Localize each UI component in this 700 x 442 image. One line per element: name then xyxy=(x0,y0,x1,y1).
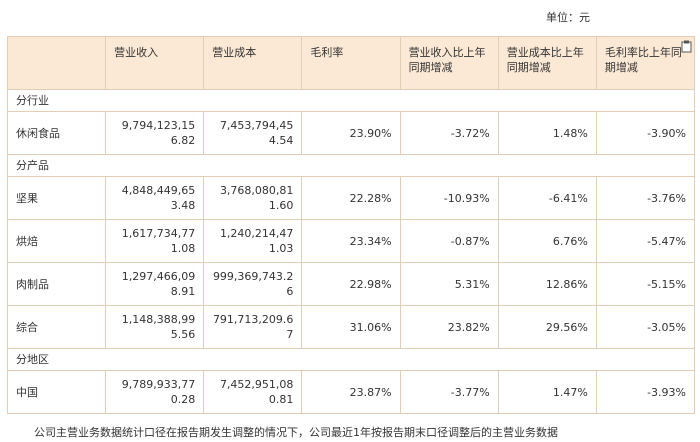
value-cell: -3.05% xyxy=(595,305,696,349)
value-cell: 12.86% xyxy=(497,262,597,306)
section-row: 分产品 xyxy=(7,154,695,177)
value-cell: 1.48% xyxy=(497,111,597,155)
column-header: 毛利率 xyxy=(301,36,401,90)
value-cell: -6.41% xyxy=(497,176,597,220)
value-cell: 1,148,388,995.56 xyxy=(105,305,205,349)
section-label: 分地区 xyxy=(7,348,695,371)
data-table: 营业收入 营业成本 毛利率 营业收入比上年同期增减 营业成本比上年同期增减 毛利率比上年同… xyxy=(6,36,696,414)
value-cell: 1,617,734,771.08 xyxy=(105,219,205,263)
value-cell: 9,789,933,770.28 xyxy=(105,370,205,414)
row-label: 肉制品 xyxy=(6,262,107,306)
row-label: 综合 xyxy=(6,305,107,349)
value-cell: -0.87% xyxy=(399,219,499,263)
section-label: 分行业 xyxy=(7,89,695,112)
value-cell: 29.56% xyxy=(497,305,597,349)
value-cell: 3,768,080,811.60 xyxy=(203,176,303,220)
data-row: 烘焙 1,617,734,771.08 1,240,214,471.03 23.34%… xyxy=(6,219,696,263)
data-row: 中国 9,789,933,770.28 7,452,951,080.81 23.87%… xyxy=(6,370,696,414)
column-header: 营业成本比上年同期增减 xyxy=(497,36,597,90)
value-cell: -3.90% xyxy=(595,111,696,155)
value-cell: 1,240,214,471.03 xyxy=(203,219,303,263)
column-header: 营业收入比上年同期增减 xyxy=(399,36,499,90)
data-row: 休闲食品 9,794,123,156.82 7,453,794,454.54 23.9… xyxy=(6,111,696,155)
column-header: 营业收入 xyxy=(105,36,205,90)
section-row: 分地区 xyxy=(7,348,695,371)
value-cell: 7,453,794,454.54 xyxy=(203,111,303,155)
row-label: 烘焙 xyxy=(6,219,107,263)
value-cell: 4,848,449,653.48 xyxy=(105,176,205,220)
value-cell: -3.76% xyxy=(595,176,696,220)
column-header: 营业成本 xyxy=(203,36,303,90)
value-cell: 23.90% xyxy=(301,111,401,155)
value-cell: 6.76% xyxy=(497,219,597,263)
data-row: 肉制品 1,297,466,098.91 999,369,743.26 22.98% 5… xyxy=(6,262,696,306)
value-cell: 9,794,123,156.82 xyxy=(105,111,205,155)
data-row: 坚果 4,848,449,653.48 3,768,080,811.60 22.28%… xyxy=(6,176,696,220)
value-cell: 23.34% xyxy=(301,219,401,263)
row-label: 休闲食品 xyxy=(6,111,107,155)
value-cell: 23.82% xyxy=(399,305,499,349)
value-cell: 23.87% xyxy=(301,370,401,414)
value-cell: 1.47% xyxy=(497,370,597,414)
row-label: 中国 xyxy=(6,370,107,414)
value-cell: 1,297,466,098.91 xyxy=(105,262,205,306)
section-row: 分行业 xyxy=(7,89,695,112)
value-cell: -3.72% xyxy=(399,111,499,155)
value-cell: -5.15% xyxy=(595,262,696,306)
value-cell: 999,369,743.26 xyxy=(203,262,303,306)
value-cell: 791,713,209.67 xyxy=(203,305,303,349)
value-cell: 5.31% xyxy=(399,262,499,306)
row-label: 坚果 xyxy=(6,176,107,220)
value-cell: 31.06% xyxy=(301,305,401,349)
value-cell: 22.98% xyxy=(301,262,401,306)
value-cell: 7,452,951,080.81 xyxy=(203,370,303,414)
copy-icon[interactable] xyxy=(681,40,692,53)
value-cell: -10.93% xyxy=(399,176,499,220)
column-header xyxy=(6,36,107,90)
value-cell: -5.47% xyxy=(595,219,696,263)
unit-label: 单位：元 xyxy=(546,11,590,24)
value-cell: -3.77% xyxy=(399,370,499,414)
section-label: 分产品 xyxy=(7,154,695,177)
column-header: 毛利率比上年同期增减 xyxy=(595,36,696,90)
value-cell: 22.28% xyxy=(301,176,401,220)
data-row: 综合 1,148,388,995.56 791,713,209.67 31.06% 23… xyxy=(6,305,696,349)
value-cell: -3.93% xyxy=(595,370,696,414)
footnote: 公司主营业务数据统计口径在报告期发生调整的情况下，公司最近1年按报告期末口径调整… xyxy=(34,426,558,439)
header-row: 营业收入 营业成本 毛利率 营业收入比上年同期增减 营业成本比上年同期增减 毛利率比上年同… xyxy=(6,36,696,90)
